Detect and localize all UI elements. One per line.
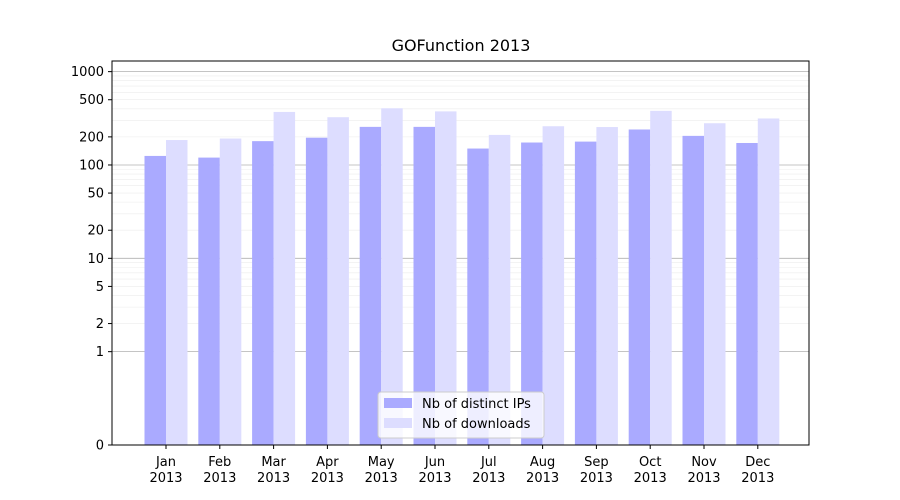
x-tick-label: May [368, 455, 395, 470]
plot-frame [111, 60, 810, 446]
bar-downloads [757, 118, 780, 446]
legend-swatch [384, 398, 412, 408]
x-tick-label: 2013 [472, 471, 505, 486]
bar-downloads [166, 140, 188, 446]
x-tick-label: Sep [584, 455, 609, 470]
y-tick-label: 20 [87, 224, 104, 239]
bar-downloads [219, 138, 242, 445]
y-tick-label: 2 [96, 317, 104, 332]
bar-downloads [596, 127, 618, 446]
x-tick-label: Aug [530, 455, 555, 470]
y-tick-label: 10 [87, 252, 104, 267]
y-tick-label: 500 [79, 93, 104, 108]
y-tick-label: 0 [96, 439, 104, 454]
bar-downloads [542, 126, 565, 446]
x-tick-label: 2013 [580, 471, 613, 486]
x-tick-label: Oct [639, 455, 661, 470]
x-tick-label: 2013 [311, 471, 344, 486]
x-tick-label: 2013 [365, 471, 398, 486]
x-axis: Jan2013Feb2013Mar2013Apr2013May2013Jun20… [149, 445, 774, 486]
y-tick-label: 1 [96, 345, 104, 360]
x-tick-label: 2013 [687, 471, 720, 486]
x-tick-label: Dec [745, 455, 770, 470]
bar-downloads [704, 123, 726, 446]
bar-distinct-ips [413, 126, 435, 446]
x-tick-label: Jun [424, 455, 445, 470]
bar-distinct-ips [198, 157, 220, 446]
bar-distinct-ips [682, 135, 704, 445]
bar-distinct-ips [467, 148, 489, 445]
y-tick-label: 200 [79, 130, 104, 145]
bar-distinct-ips [628, 129, 651, 445]
legend-swatch [384, 418, 412, 428]
bar-distinct-ips [144, 155, 166, 445]
x-tick-label: 2013 [526, 471, 559, 486]
bar-distinct-ips [359, 126, 382, 446]
bar-downloads [273, 111, 296, 445]
y-tick-label: 100 [79, 158, 104, 173]
bar-distinct-ips [521, 142, 543, 445]
bar-distinct-ips [252, 141, 274, 445]
bar-distinct-ips [574, 141, 597, 445]
x-tick-label: 2013 [741, 471, 774, 486]
bar-downloads [435, 111, 457, 445]
y-tick-label: 50 [87, 187, 104, 202]
bar-downloads [327, 117, 349, 445]
chart-title: GOFunction 2013 [392, 36, 531, 55]
x-tick-label: 2013 [149, 471, 182, 486]
y-tick-label: 5 [96, 280, 104, 295]
x-tick-label: Apr [316, 455, 339, 470]
bar-distinct-ips [305, 137, 328, 445]
legend-label: Nb of distinct IPs [422, 397, 531, 412]
x-tick-label: 2013 [203, 471, 236, 486]
bar-downloads [650, 110, 672, 445]
x-tick-label: 2013 [634, 471, 667, 486]
legend-label: Nb of downloads [422, 417, 531, 432]
legend: Nb of distinct IPs Nb of downloads [377, 391, 545, 439]
legend-box [377, 391, 545, 439]
x-tick-label: Nov [691, 455, 717, 470]
y-axis: 0 1 2 5 10 20 50 100 200 500 1000 [71, 65, 112, 454]
bar-downloads [381, 108, 403, 445]
x-tick-label: Mar [261, 455, 286, 470]
bar-distinct-ips [736, 142, 758, 445]
x-tick-label: Jan [155, 455, 176, 470]
bars [144, 108, 780, 446]
x-tick-label: 2013 [418, 471, 451, 486]
bar-downloads [488, 134, 511, 445]
y-tick-label: 1000 [71, 65, 104, 80]
x-tick-label: Jul [480, 455, 497, 470]
x-tick-label: 2013 [257, 471, 290, 486]
x-tick-label: Feb [208, 455, 231, 470]
